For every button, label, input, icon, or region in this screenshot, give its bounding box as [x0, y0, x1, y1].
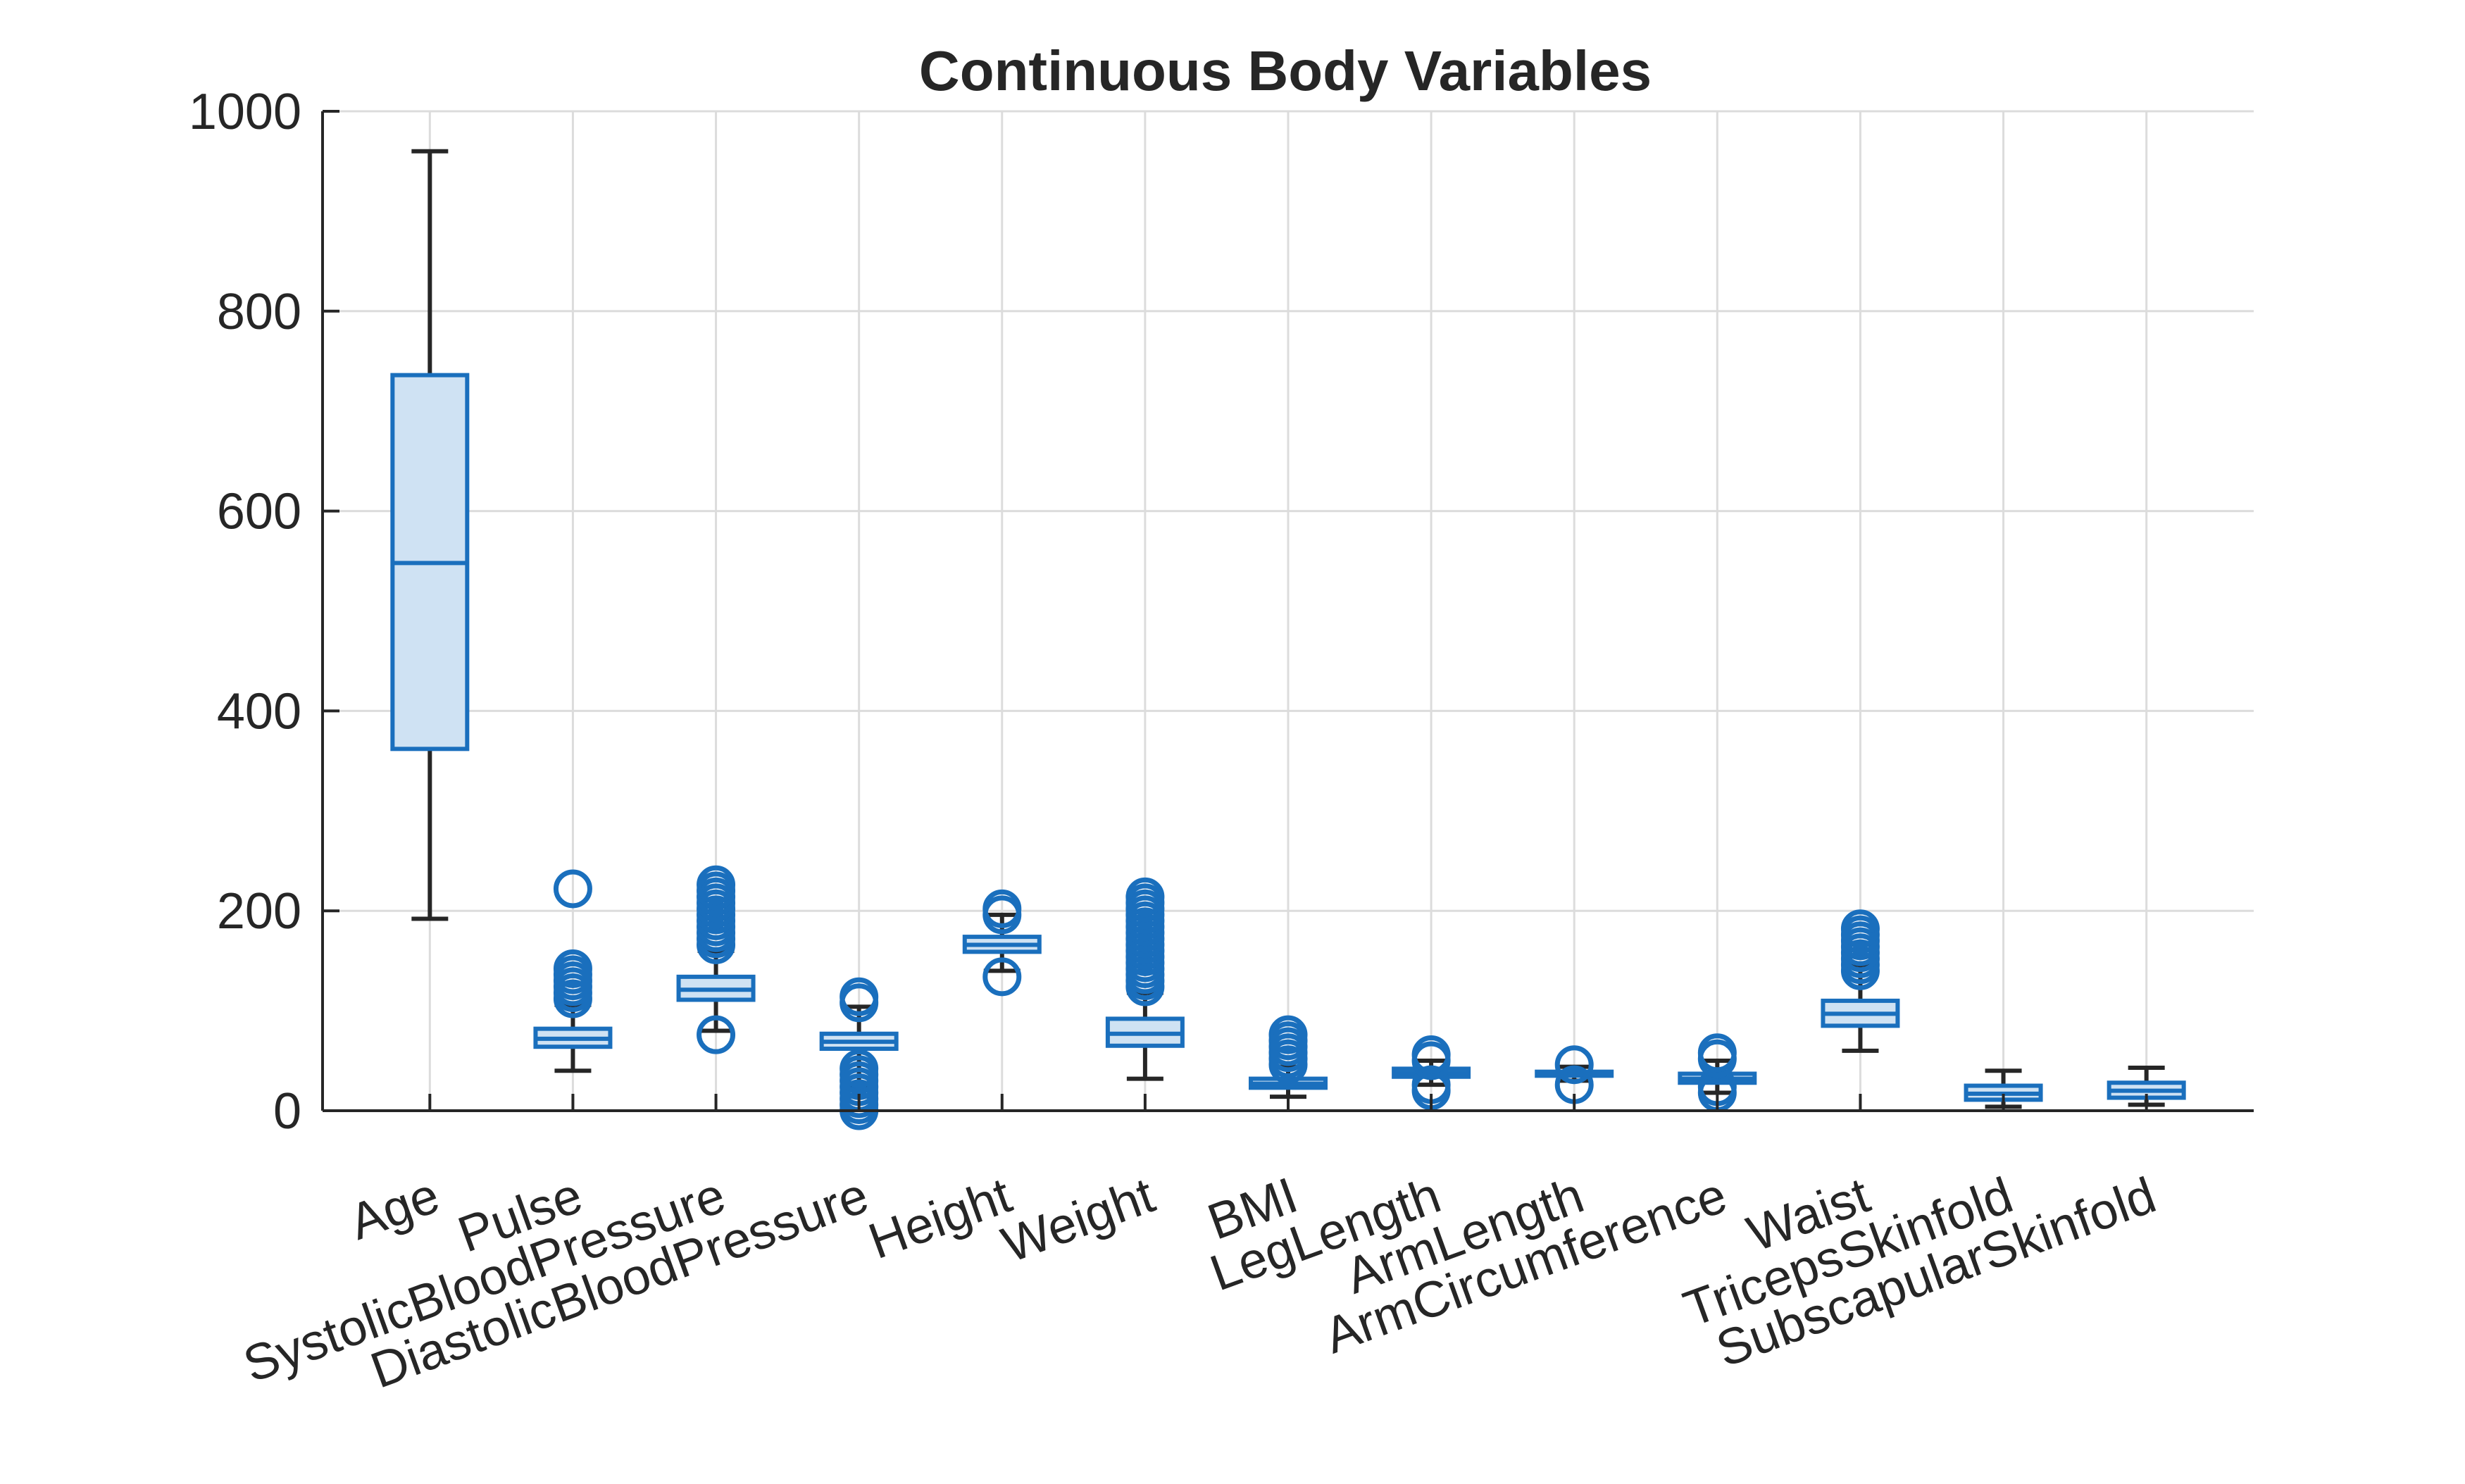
box-tricepsskinfold — [1964, 1068, 2043, 1109]
outlier-point — [982, 889, 1022, 928]
outlier-point — [840, 1049, 879, 1088]
y-tick-label: 800 — [217, 284, 301, 340]
outlier-point — [1840, 909, 1880, 949]
axis-layer — [321, 110, 2254, 1112]
box-pulse — [533, 869, 613, 1073]
box-height — [962, 889, 1042, 997]
outlier-point — [697, 865, 736, 904]
outlier-point — [1697, 1033, 1737, 1073]
x-tick-label: Height — [861, 1167, 1018, 1270]
y-tick-label: 400 — [217, 683, 301, 740]
outlier-point — [697, 1015, 736, 1054]
y-tick-label: 200 — [217, 883, 301, 940]
outlier-point — [982, 957, 1022, 997]
outlier-point — [840, 977, 879, 1016]
grid-layer — [323, 110, 2254, 1112]
outlier-point — [553, 869, 592, 909]
outlier-point — [1411, 1035, 1451, 1075]
box-layer — [390, 149, 2186, 1130]
box-armlength — [1535, 1045, 1614, 1104]
outlier-point — [1268, 1015, 1308, 1054]
y-tick-label: 1000 — [189, 84, 301, 140]
chart-title: Continuous Body Variables — [919, 39, 1652, 102]
outlier-point — [1125, 877, 1165, 916]
box-bmi — [1249, 1015, 1328, 1099]
y-tick-label: 600 — [217, 484, 301, 540]
box-systolicbloodpressure — [676, 865, 756, 1054]
box-age — [390, 149, 470, 921]
x-tick-label: Weight — [995, 1167, 1162, 1273]
box-waist — [1821, 909, 1900, 1053]
box-diastolicbloodpressure — [819, 977, 899, 1130]
box-weight — [1105, 877, 1185, 1081]
outlier-point — [553, 949, 592, 989]
y-tick-label: 0 — [273, 1083, 301, 1140]
x-tick-label: Age — [342, 1167, 447, 1251]
outlier-point — [1554, 1045, 1594, 1085]
